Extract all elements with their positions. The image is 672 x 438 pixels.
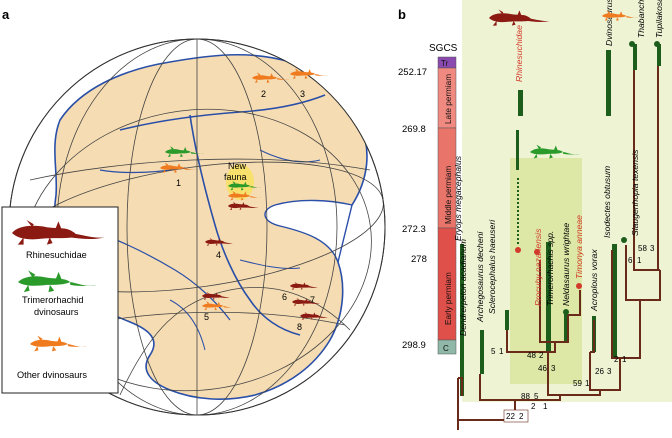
age-269-8: 269.8: [402, 124, 426, 135]
locality-number-6: 6: [282, 292, 287, 302]
taxon-thabanchuia: Thabanchuia oomie: [636, 0, 646, 38]
taxon-slaugenhopia: Slaugenhopia texensis: [630, 149, 640, 236]
taxon-tupilakosaurus: Tupilakosaurus spp.: [654, 0, 664, 38]
locality-5: 5: [202, 291, 235, 322]
taxon-rhinesuchidae: Rhinesuchidae: [514, 25, 524, 82]
panel-b-label: b: [398, 7, 406, 22]
node-support-a: 88: [521, 392, 530, 401]
node-support-a: 2: [614, 355, 619, 364]
locality-6-7-8: 6 7 8: [282, 281, 329, 332]
legend-label-trimerorhachid-2: dvinosaurs: [34, 307, 79, 317]
node-support-a: 59: [573, 379, 582, 388]
legend: Rhinesuchidae Trimerorhachid dvinosaurs …: [1, 206, 119, 394]
taxon-isodectes: Isodectes obtusum: [602, 166, 612, 238]
node-support-a: 2: [531, 402, 536, 411]
taxon-dvinosaurus: Dvinosaurus primus: [604, 0, 614, 46]
node-support-b: 3: [650, 244, 655, 253]
legend-rhinesuchidae: Rhinesuchidae: [12, 219, 105, 260]
legend-label-trimerorhachid-1: Trimerorhachid: [22, 295, 83, 305]
legend-trimerorhachid: Trimerorhachid dvinosaurs: [18, 270, 97, 317]
taxon-labels: Eryops megacephalus Dendrerpeton acadian…: [453, 0, 664, 336]
timescale-title: SGCS: [429, 43, 458, 54]
locality-number-2: 2: [261, 89, 266, 99]
taxon-trimerorhachis: Trimerorhachis spp.: [545, 231, 555, 306]
new-fauna-line-2: fauna: [224, 172, 247, 182]
taxon-acroplous: Acroplous vorax: [589, 249, 599, 312]
taxon-dendrerpeton: Dendrerpeton acadianum: [458, 239, 468, 336]
taxon-eryops: Eryops megacephalus: [453, 155, 463, 241]
node-support-b: 1: [543, 402, 548, 411]
period-middle-permian: Middle permiam: [444, 166, 453, 224]
node-support-a: 58: [638, 244, 647, 253]
node-support-b: 1: [499, 347, 504, 356]
taxon-archegosaurus: Archegosaurus decheni: [475, 231, 485, 323]
new-fauna-line-1: New: [228, 161, 247, 171]
node-support-a: 22: [506, 412, 515, 421]
node-support-a: 46: [538, 364, 547, 373]
taxon-neldasaurus: Neldasaurus wrightae: [561, 223, 571, 306]
node-support-b: 1: [622, 355, 627, 364]
age-298-9: 298.9: [402, 340, 426, 351]
node-support-a: 6: [628, 256, 633, 265]
locality-1: 1: [160, 146, 204, 188]
locality-4: 4: [205, 237, 234, 260]
age-278: 278: [411, 254, 427, 265]
taxon-timonya: Timonya anneae: [574, 215, 584, 279]
period-c: C: [443, 344, 449, 353]
node-support-b: 1: [637, 256, 642, 265]
locality-number-3: 3: [300, 89, 305, 99]
locality-number-4: 4: [216, 250, 221, 260]
panel-a-label: a: [2, 7, 10, 22]
locality-number-1: 1: [176, 178, 181, 188]
legend-label-other-dvinosaurs: Other dvinosaurs: [17, 370, 87, 380]
node-support-b: 5: [534, 392, 539, 401]
locality-number-5: 5: [204, 312, 209, 322]
node-support-a: 26: [595, 367, 604, 376]
node-support-b: 2: [519, 412, 524, 421]
period-late-permian: Late permiam: [444, 74, 453, 124]
node-support-b: 3: [607, 367, 612, 376]
locality-2-3: 2 3: [252, 68, 328, 99]
legend-other-dvinosaurs: Other dvinosaurs: [17, 335, 87, 380]
age-252-17: 252.17: [398, 67, 427, 78]
phylogeny-branches: [457, 66, 661, 430]
node-support-b: 2: [539, 351, 544, 360]
node-support-a: 48: [527, 351, 536, 360]
taxon-sclerocephalus: Sclerocephalus haeuseri: [487, 219, 497, 314]
locality-number-7: 7: [310, 295, 315, 305]
node-support-b: 1: [585, 379, 590, 388]
locality-number-8: 8: [297, 322, 302, 332]
node-support-b: 3: [551, 364, 556, 373]
age-272-3: 272.3: [402, 224, 426, 235]
node-support-a: 5: [491, 347, 496, 356]
new-fauna-locality: New fauna: [224, 161, 262, 210]
timescale: SGCS Tr C Late permiam Middle permiam Ea…: [398, 43, 458, 355]
period-tr: Tr: [441, 59, 449, 68]
period-early-permian: Early permiam: [444, 272, 453, 325]
legend-label-rhinesuchidae: Rhinesuchidae: [26, 250, 87, 260]
node-support-labels: 22 2 2 1 88 5 5 1 48 2 46 3 59 1 26 3 2 …: [491, 244, 655, 423]
taxon-procuhy: Procuhy nazariensis: [533, 228, 543, 306]
